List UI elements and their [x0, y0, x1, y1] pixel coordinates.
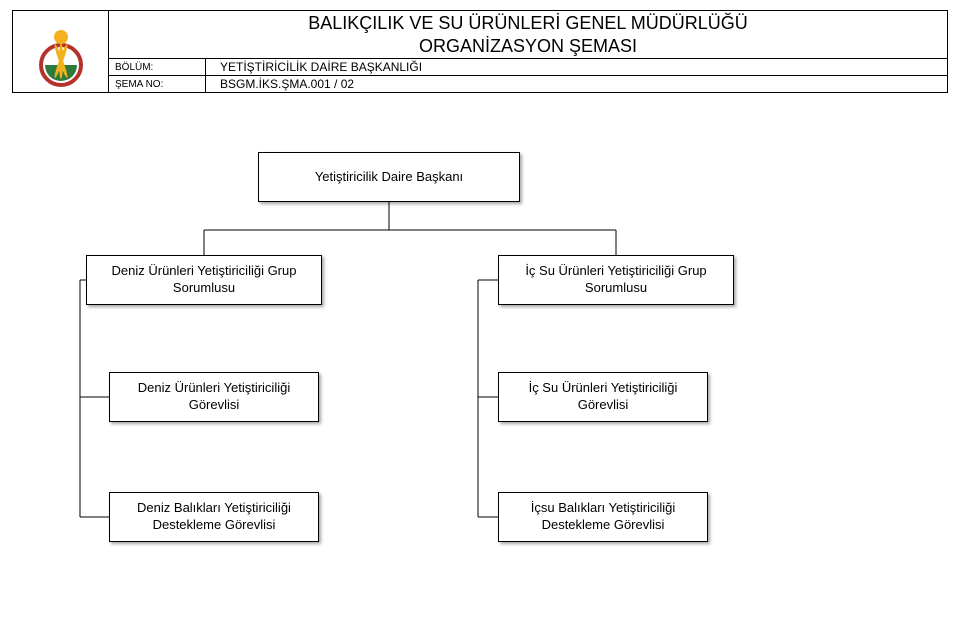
ministry-logo-icon: [13, 11, 108, 92]
org-node-l4-left: Deniz Balıkları Yetiştiriciliği Destekle…: [109, 492, 319, 542]
org-node-root-label: Yetiştiricilik Daire Başkanı: [315, 169, 463, 186]
value-bolum: YETİŞTİRİCİLİK DAİRE BAŞKANLIĞI: [206, 59, 948, 76]
org-node-l3-left-label: Deniz Ürünleri Yetiştiriciliği Görevlisi: [118, 380, 310, 414]
title-line1: BALIKÇILIK VE SU ÜRÜNLERİ GENEL MÜDÜRLÜĞ…: [109, 12, 947, 35]
org-node-root: Yetiştiricilik Daire Başkanı: [258, 152, 520, 202]
label-bolum: BÖLÜM:: [109, 59, 206, 76]
header-table: BALIKÇILIK VE SU ÜRÜNLERİ GENEL MÜDÜRLÜĞ…: [12, 10, 948, 93]
title-line2: ORGANİZASYON ŞEMASI: [109, 35, 947, 58]
value-sema-no: BSGM.İKS.ŞMA.001 / 02: [206, 76, 948, 93]
org-node-l4-right-label: İçsu Balıkları Yetiştiriciliği Desteklem…: [507, 500, 699, 534]
logo-cell: [13, 11, 109, 93]
org-node-l3-left: Deniz Ürünleri Yetiştiriciliği Görevlisi: [109, 372, 319, 422]
org-node-l2-right-label: İç Su Ürünleri Yetiştiriciliği Grup Soru…: [507, 263, 725, 297]
org-node-l4-right: İçsu Balıkları Yetiştiriciliği Desteklem…: [498, 492, 708, 542]
org-node-l3-right: İç Su Ürünleri Yetiştiriciliği Görevlisi: [498, 372, 708, 422]
org-node-l2-left-label: Deniz Ürünleri Yetiştiriciliği Grup Soru…: [95, 263, 313, 297]
title-cell: BALIKÇILIK VE SU ÜRÜNLERİ GENEL MÜDÜRLÜĞ…: [109, 11, 948, 59]
org-node-l2-left: Deniz Ürünleri Yetiştiriciliği Grup Soru…: [86, 255, 322, 305]
org-node-l4-left-label: Deniz Balıkları Yetiştiriciliği Destekle…: [118, 500, 310, 534]
org-node-l3-right-label: İç Su Ürünleri Yetiştiriciliği Görevlisi: [507, 380, 699, 414]
org-node-l2-right: İç Su Ürünleri Yetiştiriciliği Grup Soru…: [498, 255, 734, 305]
page: BALIKÇILIK VE SU ÜRÜNLERİ GENEL MÜDÜRLÜĞ…: [0, 0, 960, 627]
label-sema-no: ŞEMA NO:: [109, 76, 206, 93]
